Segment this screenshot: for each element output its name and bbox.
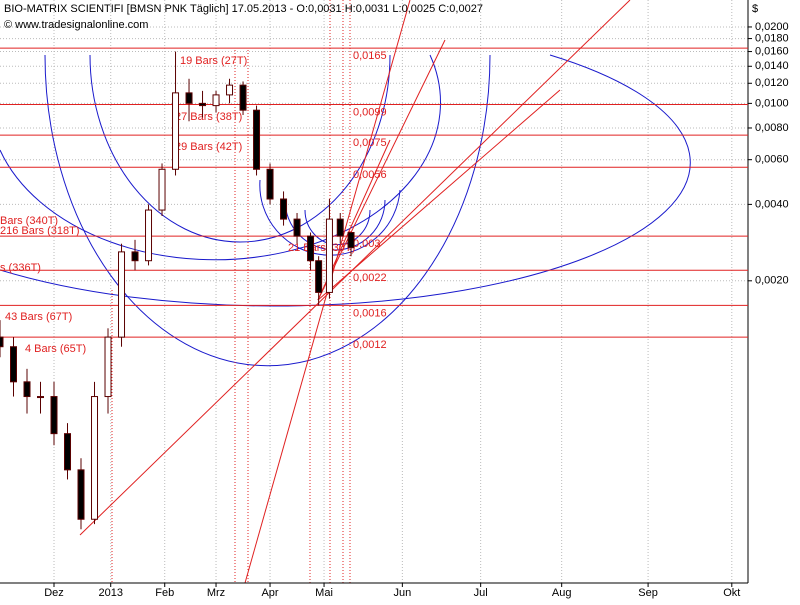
candle-body (239, 84, 247, 111)
trend-line (317, 89, 561, 301)
chart-title: BIO-MATRIX SCIENTIFI [BMSN PNK Täglich] … (4, 3, 483, 15)
chart-subtitle: © www.tradesignalonline.com (4, 19, 148, 31)
arc (304, 209, 371, 246)
x-tick-label: Dez (44, 587, 64, 599)
candle-body (315, 260, 323, 293)
arc (0, 54, 441, 261)
candle-body (266, 168, 274, 200)
candle-body (253, 109, 261, 170)
level-label: 0,0075 (353, 137, 387, 149)
annotation: 43 Bars (67T) (5, 311, 72, 323)
candle-body (77, 469, 85, 520)
level-label: 0,0056 (353, 169, 387, 181)
x-tick-label: Jun (393, 587, 411, 599)
annotation: 19 Bars (27T) (180, 55, 247, 67)
x-tick-label: 2013 (98, 587, 122, 599)
x-tick-label: Mrz (207, 587, 225, 599)
annotation: 4 Bars (65T) (25, 343, 86, 355)
candle-body (50, 396, 58, 435)
level-label: 0,003 (353, 238, 381, 250)
candle-body (226, 84, 234, 96)
y-tick-label: 0,0140 (755, 60, 789, 72)
candle-body (293, 218, 301, 237)
level-label: 0,0165 (353, 50, 387, 62)
candle-body (10, 346, 18, 383)
candle-body (118, 251, 126, 338)
y-tick-label: 0,0200 (755, 21, 789, 33)
y-tick-label: 0,0020 (755, 275, 789, 287)
candle-body (64, 433, 72, 471)
candle-body (307, 235, 315, 262)
drawing-tools (0, 0, 691, 584)
candle-body (37, 396, 45, 399)
annotation: 21 Bars (30T) (288, 242, 355, 254)
x-tick-label: Jul (474, 587, 488, 599)
x-tick-label: Feb (155, 587, 174, 599)
x-tick-label: Okt (723, 587, 740, 599)
arc (44, 54, 491, 367)
annotation: 216 Bars (318T) (0, 225, 79, 237)
y-tick-label: 0,0080 (755, 122, 789, 134)
arc (0, 54, 691, 307)
annotation: Bars (340T) (0, 215, 58, 227)
x-tick-label: Mai (315, 587, 333, 599)
candle-body (145, 209, 153, 262)
candle-body (158, 168, 166, 211)
candle-body (185, 92, 193, 104)
level-label: 0,0099 (353, 106, 387, 118)
y-tick-label: 0,0040 (755, 198, 789, 210)
candle-body (91, 396, 99, 520)
y-tick-label: 0,0060 (755, 154, 789, 166)
trend-line (317, 39, 446, 301)
candle-body (23, 381, 31, 398)
candle-body (212, 94, 220, 107)
x-tick-label: Aug (552, 587, 572, 599)
candle-body (280, 198, 288, 220)
candle-body (336, 218, 344, 237)
annotation: 29 Bars (42T) (175, 141, 242, 153)
annotation: s (336T) (0, 262, 41, 274)
candle-body (0, 336, 4, 348)
candle-body (104, 336, 112, 398)
level-label: 0,0022 (353, 272, 387, 284)
candle-body (199, 102, 207, 107)
y-tick-label: 0,0100 (755, 97, 789, 109)
arc (259, 179, 401, 256)
candle-body (347, 231, 355, 249)
arc (89, 54, 391, 243)
y-tick-label: 0,0180 (755, 32, 789, 44)
level-label: 0,0016 (353, 307, 387, 319)
grid (0, 0, 748, 583)
y-axis-label: $ (752, 3, 758, 15)
candle-body (325, 218, 333, 293)
candle-body (131, 251, 139, 262)
candle-body (172, 92, 180, 170)
x-tick-label: Sep (638, 587, 658, 599)
x-tick-label: Apr (261, 587, 278, 599)
level-label: 0,0012 (353, 339, 387, 351)
y-tick-label: 0,0120 (755, 77, 789, 89)
arc (284, 199, 386, 251)
annotation: 27 Bars (38T) (175, 111, 242, 123)
y-tick-label: 0,0160 (755, 45, 789, 57)
